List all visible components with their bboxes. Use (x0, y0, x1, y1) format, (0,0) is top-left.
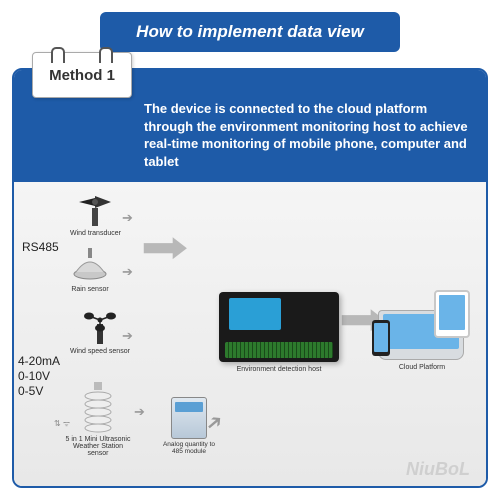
title-text: How to implement data view (136, 22, 364, 42)
rain-sensor: Rain sensor (70, 244, 110, 293)
analog-module: Analog quantity to 485 module (159, 397, 219, 455)
module-icon (171, 397, 207, 439)
wind-speed-sensor: Wind speed sensor (70, 306, 130, 355)
ultrasonic-sensor: ⇅ ᯤ 5 in 1 Mini Ultrasonic Weather Stati… (62, 380, 134, 457)
rain-sensor-label: Rain sensor (70, 286, 110, 293)
arrow-icon: ➔ (122, 264, 133, 280)
ultrasonic-icon (78, 380, 118, 434)
title-banner: How to implement data view (100, 12, 400, 52)
description-text: The device is connected to the cloud pla… (144, 101, 468, 169)
signal-icon: ⇅ ᯤ (54, 418, 70, 429)
rain-sensor-icon (70, 244, 110, 284)
wind-transducer-label: Wind transducer (70, 230, 121, 237)
host-label: Environment detection host (219, 366, 339, 373)
arrow-icon: ➔ (122, 210, 133, 226)
wind-transducer-icon (75, 188, 115, 228)
main-frame: The device is connected to the cloud pla… (12, 68, 488, 488)
method-tab: Method 1 (32, 52, 132, 98)
wind-transducer: Wind transducer (70, 188, 121, 237)
arrow-icon: ➔ (134, 404, 145, 420)
host-device: Environment detection host (219, 292, 339, 373)
host-device-icon (219, 292, 339, 362)
method-label: Method 1 (49, 67, 115, 84)
cloud-label: Cloud Platform (372, 364, 472, 371)
big-arrow-icon: ➡ (140, 222, 188, 273)
watermark: NiuBoL (406, 459, 470, 480)
cloud-platform: Cloud Platform (372, 290, 472, 371)
arrow-icon: ➔ (122, 328, 133, 344)
module-label: Analog quantity to 485 module (159, 441, 219, 455)
wind-speed-label: Wind speed sensor (70, 348, 130, 355)
wind-speed-icon (80, 306, 120, 346)
devices-icon (372, 290, 472, 360)
protocol-rs485: RS485 (22, 240, 59, 255)
protocol-analog: 4-20mA 0-10V 0-5V (18, 354, 60, 399)
ultrasonic-label: 5 in 1 Mini Ultrasonic Weather Station s… (62, 436, 134, 457)
diagram-area: Wind transducer Rain sensor (14, 182, 486, 486)
